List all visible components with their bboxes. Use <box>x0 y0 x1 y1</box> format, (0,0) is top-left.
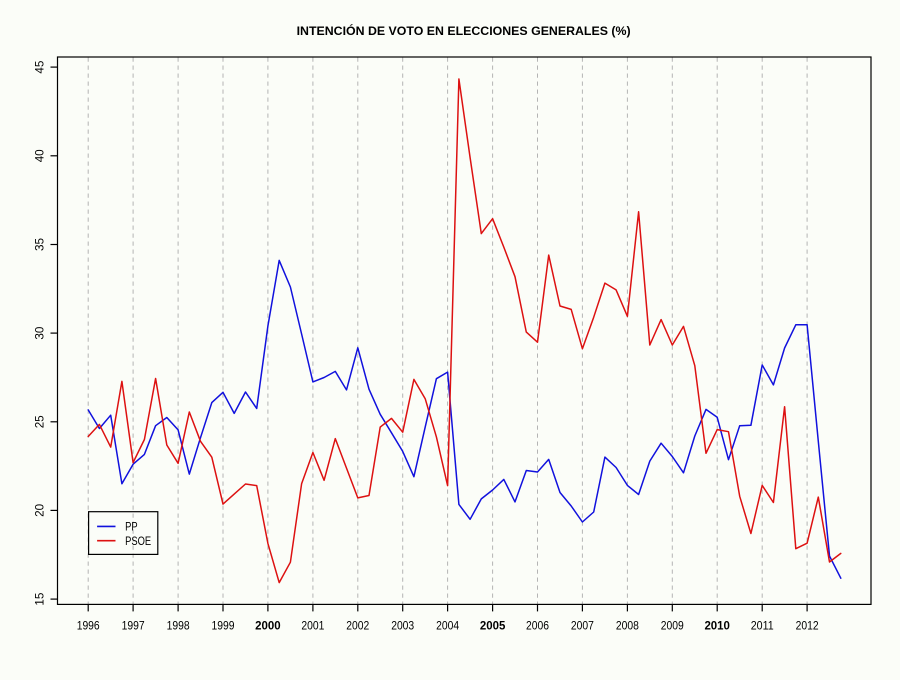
svg-text:2008: 2008 <box>616 619 639 633</box>
svg-text:2001: 2001 <box>301 619 324 633</box>
svg-text:15: 15 <box>32 592 46 605</box>
svg-text:2011: 2011 <box>751 619 774 633</box>
svg-text:2012: 2012 <box>796 619 819 633</box>
svg-text:PSOE: PSOE <box>125 534 151 548</box>
svg-text:1998: 1998 <box>167 619 190 633</box>
svg-text:2000: 2000 <box>255 619 281 633</box>
svg-text:40: 40 <box>32 149 46 162</box>
svg-text:2010: 2010 <box>704 619 730 633</box>
svg-text:35: 35 <box>32 238 46 251</box>
svg-text:25: 25 <box>32 415 46 428</box>
svg-text:1996: 1996 <box>77 619 100 633</box>
svg-text:1997: 1997 <box>122 619 145 633</box>
svg-text:INTENCIÓN DE VOTO EN ELECCIONE: INTENCIÓN DE VOTO EN ELECCIONES GENERALE… <box>297 23 631 38</box>
svg-text:2002: 2002 <box>346 619 369 633</box>
svg-text:2009: 2009 <box>661 619 684 633</box>
svg-text:45: 45 <box>32 60 46 73</box>
svg-text:PP: PP <box>125 520 138 534</box>
svg-text:1999: 1999 <box>212 619 235 633</box>
svg-text:2007: 2007 <box>571 619 594 633</box>
svg-text:20: 20 <box>32 504 46 517</box>
svg-text:2004: 2004 <box>436 619 459 633</box>
svg-text:2005: 2005 <box>480 619 506 633</box>
svg-text:2003: 2003 <box>391 619 414 633</box>
svg-text:2006: 2006 <box>526 619 549 633</box>
svg-text:30: 30 <box>32 326 46 339</box>
